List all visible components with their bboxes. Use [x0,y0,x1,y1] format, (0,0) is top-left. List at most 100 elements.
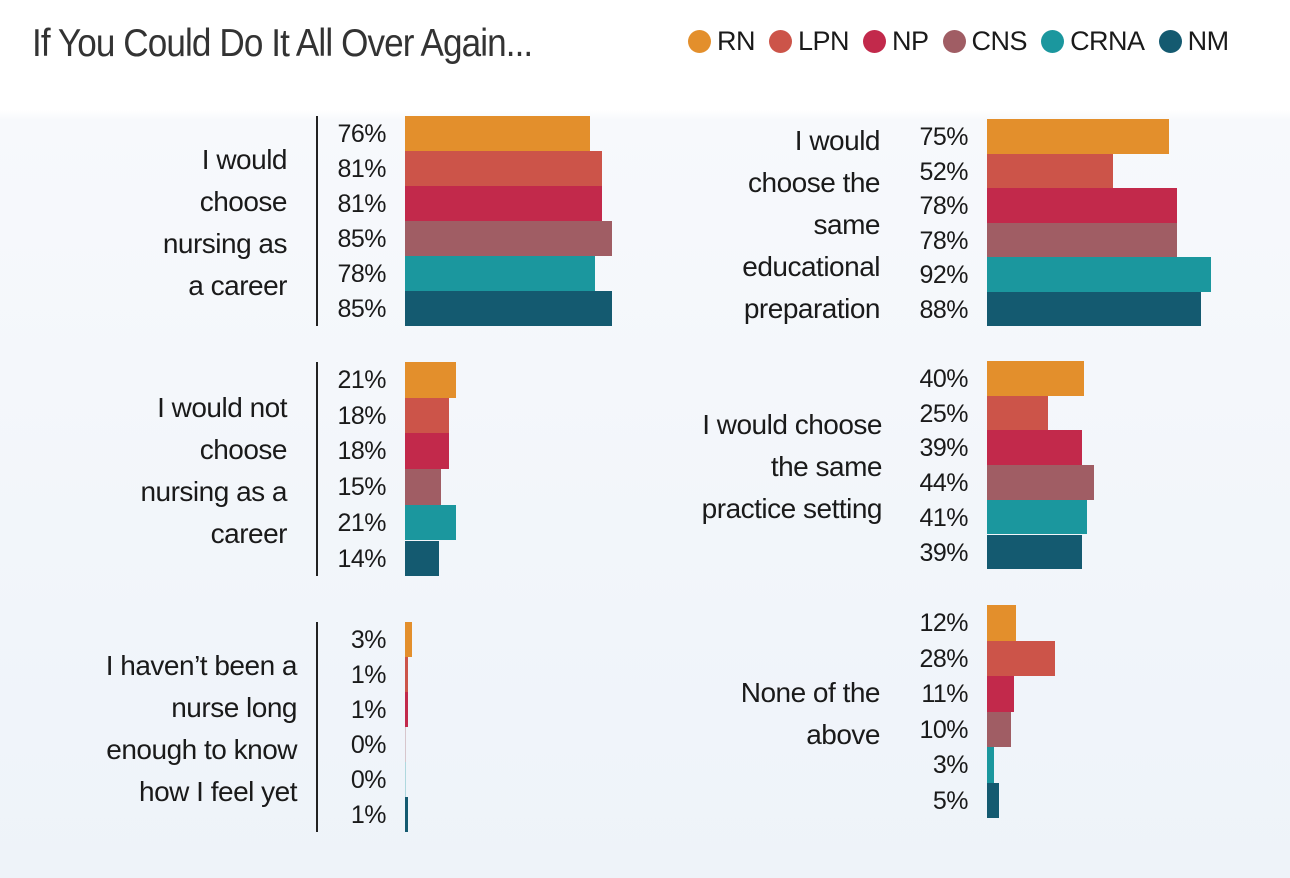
legend-dot-icon [1041,30,1065,53]
bar-nm [987,291,1201,326]
bar-cns [405,727,406,762]
value-label-rn: 76% [337,120,386,148]
category-label-line: a career [188,270,287,301]
bar-nm [405,540,440,577]
bar-cns [987,222,1177,257]
category-label-line: above [806,718,880,750]
value-label-rn: 3% [350,626,387,654]
bar-np [405,433,449,470]
value-label-crna: 78% [337,260,386,288]
bar-cns [405,221,612,256]
value-label-np: 1% [350,696,387,724]
category-label-line: how I feel yet [139,776,297,807]
legend-label: RN [717,26,756,56]
value-label-rn: 40% [919,365,968,393]
category-label-line: I haven’t been a [105,650,298,681]
bar-nm [405,797,408,832]
value-label-crna: 3% [932,751,969,779]
legend-label: LPN [798,26,850,56]
bar-np [405,186,602,221]
value-label-lpn: 52% [919,157,968,186]
bar-np [987,188,1177,223]
bar-nm [987,782,1000,818]
category-label-line: nursing as [162,228,288,259]
category-label: I would choose nursing as a career [162,139,288,307]
category-label-line: choose the [748,166,880,198]
category-label-line: I would [794,124,881,156]
bar-np [987,676,1014,712]
value-label-nm: 5% [932,786,969,815]
category-label-line: None of the [740,676,881,708]
value-label-np: 81% [337,190,386,218]
bar-rn [987,361,1085,396]
bar-np [987,430,1082,466]
bar-lpn [405,657,408,692]
legend-dot-icon [942,30,966,53]
value-label-nm: 39% [919,538,968,567]
legend-dot-icon [1158,30,1182,53]
axis-divider [316,622,318,832]
value-label-lpn: 28% [919,644,968,673]
value-label-lpn: 18% [337,401,386,430]
axis-divider [316,116,318,326]
category-label-line: practice setting [701,493,883,525]
category-label-line: preparation [743,292,881,324]
value-label-np: 39% [919,434,968,463]
bar-crna [987,747,995,783]
value-label-nm: 88% [919,295,968,324]
legend-label: CNS [971,26,1028,56]
value-label-lpn: 25% [919,399,968,428]
category-label-line: career [210,518,288,550]
category-label-line: I would [201,144,288,175]
category-label-line: enough to know [106,734,297,765]
category-label-line: educational [742,250,880,282]
legend-dot-icon [863,30,887,53]
value-label-cns: 0% [350,731,387,759]
bar-rn [405,622,413,657]
bar-lpn [987,640,1056,676]
bar-nm [405,291,612,326]
bar-np [405,692,408,727]
bar-crna [987,499,1087,535]
legend-label: CRNA [1070,26,1145,56]
value-label-lpn: 81% [337,155,386,183]
category-label: I would not choose nursing as a career [140,387,287,555]
value-label-np: 78% [919,192,968,220]
axis-divider [316,362,318,577]
bar-cns [987,711,1012,747]
bar-rn [987,605,1017,641]
category-label-line: same [813,208,881,240]
legend-item-np: NP [863,26,929,57]
bar-crna [405,256,595,291]
legend-dot-icon [769,30,792,53]
value-label-cns: 78% [919,226,968,255]
value-label-crna: 92% [919,261,968,289]
legend-item-crna: CRNA [1041,26,1145,57]
category-label-line: choose [199,434,288,466]
category-label-line: I would not [157,392,287,424]
value-label-nm: 85% [337,295,386,323]
value-label-crna: 21% [337,508,386,537]
value-label-np: 11% [921,680,968,708]
category-label-line: choose [199,186,288,217]
value-label-cns: 15% [337,473,386,502]
bar-lpn [405,397,449,434]
legend-dot-icon [688,30,711,53]
category-label: I would choose the same practice setting [701,404,883,530]
category-label-line: I would choose [702,409,882,441]
bar-nm [987,534,1082,570]
legend-item-cns: CNS [942,26,1028,57]
bar-rn [987,119,1170,154]
value-label-cns: 85% [337,225,386,253]
category-label: I haven’t been a nurse long enough to know… [105,645,298,813]
category-label-line: the same [770,451,883,483]
value-label-rn: 21% [337,366,386,394]
bar-cns [987,465,1094,500]
bar-crna [405,504,457,541]
bar-lpn [987,395,1048,431]
value-label-rn: 12% [919,609,968,637]
value-label-nm: 1% [350,801,387,829]
category-label-line: nurse long [171,692,297,723]
value-label-crna: 41% [919,503,968,532]
legend-item-rn: RN [688,26,756,57]
